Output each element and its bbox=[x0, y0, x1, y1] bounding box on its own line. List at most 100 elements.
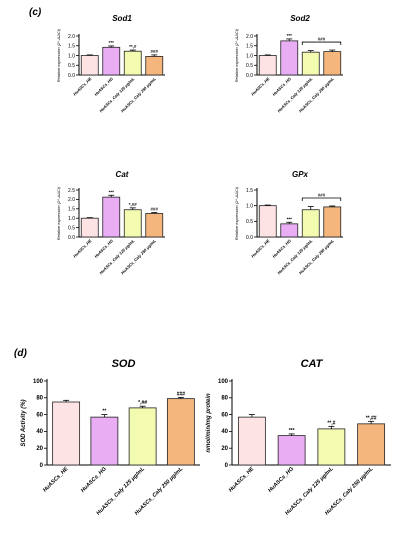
y-tick-label: 20 bbox=[36, 446, 43, 452]
y-tick-label: 2.0 bbox=[68, 34, 75, 40]
significance-label: **,# bbox=[327, 420, 335, 426]
y-tick-label: 0.0 bbox=[68, 235, 75, 241]
category-label: HuASCs_HE bbox=[250, 238, 271, 259]
significance-label: ### bbox=[177, 391, 186, 397]
bar bbox=[317, 428, 346, 466]
significance-label: *** bbox=[289, 428, 295, 434]
y-tick-label: 60 bbox=[36, 412, 43, 418]
bar bbox=[128, 407, 157, 466]
significance-label: *,## bbox=[138, 400, 147, 406]
y-tick-label: 2.0 bbox=[246, 34, 253, 40]
significance-label: ### bbox=[150, 207, 158, 212]
bar bbox=[301, 51, 320, 76]
category-label: HuASCs_HE bbox=[72, 238, 93, 259]
y-tick-label: 0 bbox=[40, 463, 44, 469]
bar bbox=[280, 40, 299, 76]
y-tick-label: 60 bbox=[221, 412, 228, 418]
bar bbox=[323, 206, 342, 238]
y-tick-label: 1.0 bbox=[246, 53, 253, 59]
significance-label: ### bbox=[150, 49, 158, 54]
chart-title: CAT bbox=[301, 358, 324, 370]
y-tick-label: 80 bbox=[221, 396, 228, 402]
y-tick-label: 2.0 bbox=[68, 197, 75, 203]
category-label: HuASCs_HG bbox=[271, 76, 292, 97]
y-tick-label: 1.0 bbox=[68, 216, 75, 222]
charts-group: Sod1 Relative expression (2^-ΔΔCt) 0.0 0.5 1… bbox=[21, 14, 391, 517]
bar bbox=[80, 55, 99, 76]
y-axis-label: Relative expression (2^-ΔΔCt) bbox=[234, 28, 239, 82]
significance-label: *** bbox=[109, 189, 115, 194]
category-label: HuASCs_HG bbox=[93, 238, 114, 259]
y-tick-label: 0 bbox=[225, 463, 229, 469]
chart-title: SOD bbox=[112, 358, 136, 370]
category-label: HuASCs_HG bbox=[271, 238, 292, 259]
bracket-label: ### bbox=[318, 192, 326, 197]
y-tick-label: 2.5 bbox=[68, 188, 75, 194]
significance-label: **,# bbox=[129, 44, 137, 49]
bar bbox=[102, 196, 121, 238]
bar bbox=[258, 205, 277, 238]
y-axis-label: Relative expression (2^-ΔΔCt) bbox=[234, 186, 239, 240]
panel-label-c: (c) bbox=[29, 7, 42, 18]
bar bbox=[166, 398, 195, 466]
category-label: HuASCs_HG bbox=[267, 466, 295, 494]
bar bbox=[80, 217, 99, 238]
significance-label: ** bbox=[102, 409, 106, 415]
chart-title: Cat bbox=[116, 170, 129, 179]
bar bbox=[280, 223, 299, 238]
y-tick-label: 0.0 bbox=[68, 73, 75, 79]
chart-title: Sod2 bbox=[290, 14, 310, 23]
bar bbox=[145, 56, 164, 76]
y-tick-label: 1.0 bbox=[246, 203, 253, 209]
y-axis-label: SOD Activity (%) bbox=[21, 399, 27, 446]
y-tick-label: 100 bbox=[33, 379, 44, 385]
category-label: HuASCs_HG bbox=[80, 466, 108, 494]
y-tick-label: 80 bbox=[36, 396, 43, 402]
bar bbox=[323, 51, 342, 76]
chart-title: Sod1 bbox=[112, 14, 132, 23]
y-tick-label: 1.0 bbox=[68, 53, 75, 59]
category-label: HuASCs_HE bbox=[228, 466, 256, 494]
significance-label: *** bbox=[109, 40, 115, 45]
y-tick-label: 1.5 bbox=[68, 207, 75, 213]
bar bbox=[357, 423, 386, 466]
y-tick-label: 0.5 bbox=[246, 219, 253, 225]
category-label: HuASCs_HG bbox=[93, 76, 114, 97]
y-tick-label: 0.0 bbox=[246, 235, 253, 241]
y-tick-label: 100 bbox=[218, 379, 229, 385]
significance-label: *** bbox=[287, 33, 293, 38]
bar bbox=[123, 209, 142, 238]
y-tick-label: 0.0 bbox=[246, 73, 253, 79]
bracket-label: ### bbox=[318, 37, 326, 42]
category-label: HuASCs_HE bbox=[250, 76, 271, 97]
y-tick-label: 0.5 bbox=[68, 63, 75, 69]
significance-bracket bbox=[301, 197, 342, 201]
y-tick-label: 20 bbox=[221, 446, 228, 452]
y-tick-label: 40 bbox=[221, 429, 228, 435]
bar bbox=[277, 435, 306, 466]
significance-label: *,## bbox=[129, 202, 138, 207]
y-tick-label: 0.5 bbox=[246, 63, 253, 69]
bar bbox=[123, 50, 142, 76]
bar bbox=[90, 416, 119, 466]
bar bbox=[102, 46, 121, 76]
y-axis-label: nmol/min/mg protein bbox=[206, 393, 212, 453]
bar bbox=[237, 416, 266, 466]
y-tick-label: 1.5 bbox=[68, 44, 75, 50]
y-tick-label: 1.5 bbox=[246, 188, 253, 194]
chart-title: GPx bbox=[292, 170, 309, 179]
y-tick-label: 40 bbox=[36, 429, 43, 435]
y-tick-label: 0.5 bbox=[68, 225, 75, 231]
bar bbox=[52, 401, 81, 466]
bar bbox=[301, 209, 320, 238]
y-axis-label: Relative expression (2^-ΔΔCt) bbox=[56, 186, 61, 240]
significance-bracket bbox=[301, 41, 342, 46]
category-label: HuASCs_HE bbox=[72, 76, 93, 97]
bar bbox=[145, 213, 164, 238]
y-axis-label: Relative expression (2^-ΔΔCt) bbox=[56, 28, 61, 82]
significance-label: *** bbox=[287, 216, 293, 221]
category-label: HuASCs_HE bbox=[42, 466, 70, 494]
bar bbox=[258, 55, 277, 76]
significance-label: **,## bbox=[366, 415, 377, 421]
